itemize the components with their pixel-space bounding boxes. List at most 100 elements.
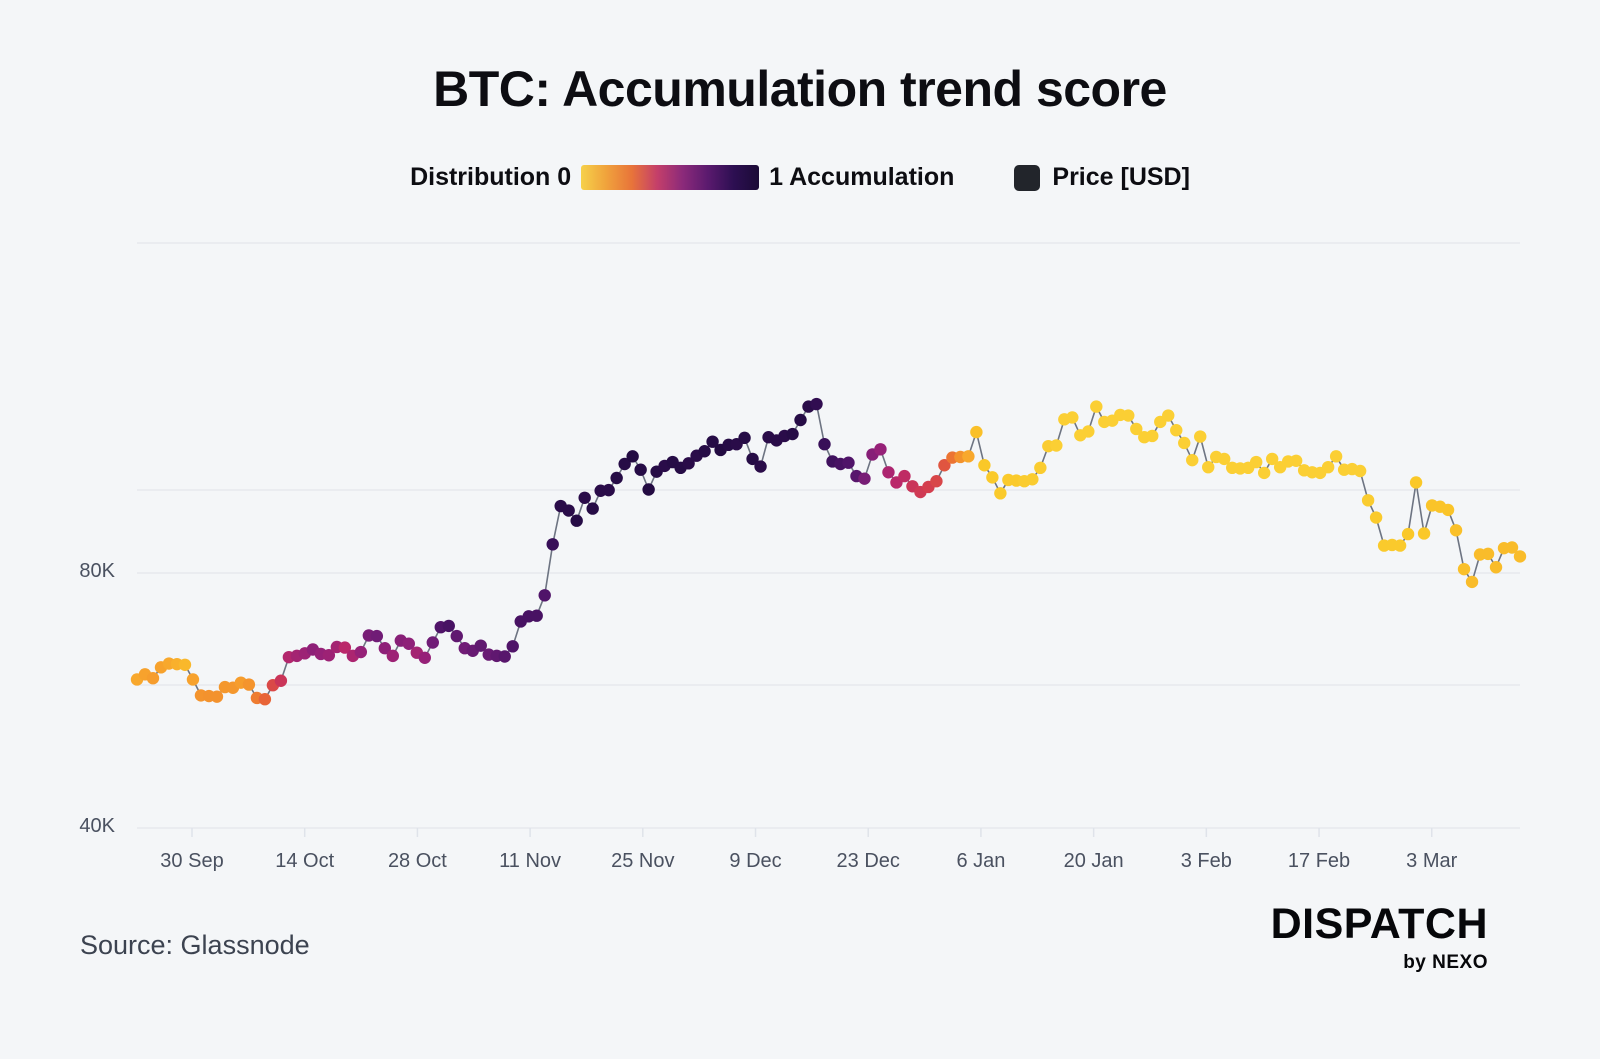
data-point[interactable] [370,629,384,643]
data-point[interactable] [682,457,695,470]
data-point[interactable] [258,693,272,706]
data-point[interactable] [1257,466,1271,480]
data-point[interactable] [754,460,767,473]
data-point[interactable] [1082,425,1095,438]
colorbar-legend: Distribution 0 1 Accumulation [410,163,954,192]
data-point[interactable] [1489,561,1503,574]
data-point[interactable] [442,619,455,633]
data-point[interactable] [1090,400,1103,413]
data-point[interactable] [794,413,807,427]
data-point[interactable] [570,514,583,527]
data-point[interactable] [1417,527,1431,540]
data-point[interactable] [1050,439,1063,452]
data-point[interactable] [1026,473,1039,486]
data-point[interactable] [738,431,751,445]
data-point[interactable] [1289,454,1303,467]
data-point[interactable] [1465,575,1479,589]
data-point[interactable] [970,425,983,439]
data-point[interactable] [602,483,615,497]
data-point[interactable] [810,397,823,411]
data-point[interactable] [874,443,887,456]
data-point[interactable] [1369,511,1383,524]
data-point[interactable] [1218,452,1231,466]
data-point[interactable] [1186,453,1199,467]
data-point[interactable] [274,674,288,687]
data-point[interactable] [450,629,463,643]
data-point[interactable] [1034,461,1047,475]
data-point[interactable] [978,459,991,472]
data-point[interactable] [1146,429,1159,443]
data-point[interactable] [618,457,631,471]
data-point[interactable] [1066,411,1079,424]
data-point[interactable] [626,450,639,463]
x-tick-label: 23 Dec [836,850,900,872]
data-point[interactable] [1122,409,1135,422]
data-point[interactable] [1513,550,1527,563]
data-point[interactable] [506,640,519,653]
data-point[interactable] [930,475,943,488]
data-point[interactable] [1178,436,1191,450]
data-point[interactable] [354,645,368,659]
data-point[interactable] [1505,541,1519,554]
data-point[interactable] [1329,450,1343,463]
data-point[interactable] [146,671,160,685]
data-point[interactable] [1265,452,1279,466]
data-point[interactable] [322,649,336,662]
data-point[interactable] [1353,464,1367,478]
data-point[interactable] [1249,455,1263,469]
data-point[interactable] [1361,494,1375,507]
data-point[interactable] [402,637,415,650]
data-point[interactable] [378,642,392,655]
data-point[interactable] [474,639,487,652]
data-point[interactable] [1441,503,1455,517]
brand-sublabel: by NEXO [1403,952,1488,973]
data-point[interactable] [1481,547,1495,561]
data-point[interactable] [578,491,591,504]
data-point[interactable] [962,450,975,463]
data-point[interactable] [1130,422,1143,436]
page-title: BTC: Accumulation trend score [433,61,1167,117]
data-point[interactable] [1449,524,1463,537]
data-point[interactable] [338,641,352,654]
data-point[interactable] [1457,562,1471,576]
data-point[interactable] [634,463,647,476]
data-point[interactable] [538,589,551,602]
data-point[interactable] [610,471,623,485]
data-point[interactable] [1194,430,1207,443]
data-point[interactable] [818,438,831,451]
data-point[interactable] [242,678,256,691]
data-point[interactable] [994,487,1007,500]
data-point[interactable] [1393,539,1407,552]
data-point[interactable] [706,435,719,448]
data-point[interactable] [426,636,439,649]
y-tick-label: 40K [79,815,115,837]
data-point[interactable] [586,502,599,515]
data-point[interactable] [186,673,200,686]
data-point[interactable] [858,472,871,485]
data-point[interactable] [1409,476,1423,489]
data-point[interactable] [562,504,575,517]
data-point[interactable] [418,651,431,664]
data-point[interactable] [1321,460,1335,474]
data-point[interactable] [386,649,400,663]
data-point[interactable] [1202,460,1215,474]
data-point[interactable] [546,538,559,551]
data-point[interactable] [882,466,895,479]
data-point[interactable] [938,459,951,472]
data-point[interactable] [746,452,759,466]
data-point[interactable] [1170,424,1183,437]
data-point[interactable] [642,483,655,496]
data-point[interactable] [210,690,224,703]
data-point[interactable] [498,650,511,663]
data-point[interactable] [1162,409,1175,422]
data-point[interactable] [178,658,192,671]
gridlines [137,242,1520,829]
data-point[interactable] [786,427,799,441]
data-point[interactable] [842,456,855,469]
data-point[interactable] [986,471,999,484]
data-point[interactable] [530,609,543,622]
data-point[interactable] [898,469,911,483]
data-point[interactable] [698,445,711,458]
data-point[interactable] [1401,527,1415,541]
